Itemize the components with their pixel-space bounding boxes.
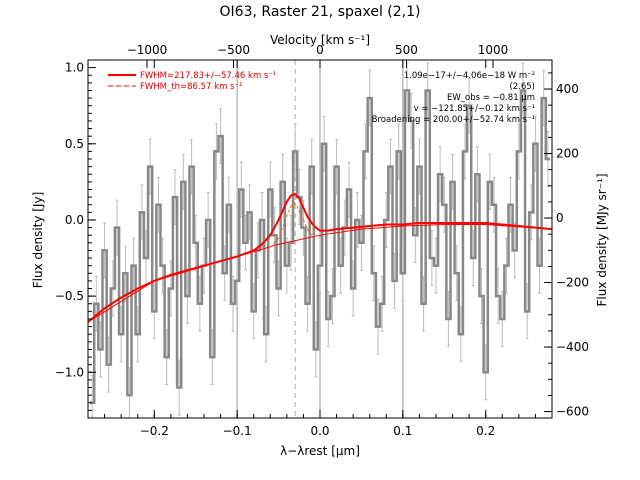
velocity-tick-label: 500	[395, 43, 418, 57]
y2-tick-label: −600	[556, 405, 589, 419]
y2-tick-label: 200	[556, 147, 579, 161]
y-tick-label: 0.0	[65, 213, 84, 227]
x-tick-label: 0.2	[476, 424, 495, 438]
y2-axis-label: Flux density [MJy sr⁻¹]	[595, 173, 609, 306]
legend-entry-2: FWHM_th=86.57 km s⁻¹	[140, 82, 242, 92]
velocity-tick-label: 1000	[478, 43, 509, 57]
x-tick-label: 0.0	[310, 424, 329, 438]
legend-entry-1: FWHM=217.83+/−57.46 km s⁻¹	[140, 71, 276, 81]
y2-tick-label: −400	[556, 340, 589, 354]
y2-tick-label: −200	[556, 276, 589, 290]
thermal-profile-line	[269, 202, 317, 248]
annotation-flux: 1.09e−17+/−4.06e−18 W m⁻²	[404, 71, 535, 81]
y2-tick-label: 400	[556, 82, 579, 96]
chart-title: OI63, Raster 21, spaxel (2,1)	[220, 4, 421, 20]
y2-tick-label: 0	[556, 211, 564, 225]
top-axis-label: Velocity [km s⁻¹]	[270, 33, 370, 47]
velocity-tick-label: −500	[217, 43, 250, 57]
continuum-line	[88, 224, 552, 323]
x-axis-label: λ−λrest [μm]	[280, 444, 360, 458]
y-tick-label: −0.5	[55, 289, 84, 303]
annotation-broadening: Broadening = 200.00+/−52.74 km s⁻¹	[372, 115, 535, 125]
annotation-snr: (2.65)	[509, 82, 535, 92]
y-tick-label: 1.0	[65, 61, 84, 75]
y-axis-label: Flux density [Jy]	[31, 192, 45, 289]
y-tick-label: −1.0	[55, 365, 84, 379]
x-tick-label: −0.2	[140, 424, 169, 438]
annotation-velocity: v = −121.85+/−0.12 km s⁻¹	[414, 104, 535, 114]
velocity-tick-label: 0	[316, 43, 324, 57]
annotation-ew: EW_obs = −0.81 μm	[447, 93, 535, 103]
observed-spectrum	[90, 89, 550, 405]
y-tick-label: 0.5	[65, 137, 84, 151]
velocity-tick-label: −1000	[127, 43, 168, 57]
x-tick-label: 0.1	[393, 424, 412, 438]
fit-model-line	[88, 192, 552, 323]
x-tick-label: −0.1	[223, 424, 252, 438]
